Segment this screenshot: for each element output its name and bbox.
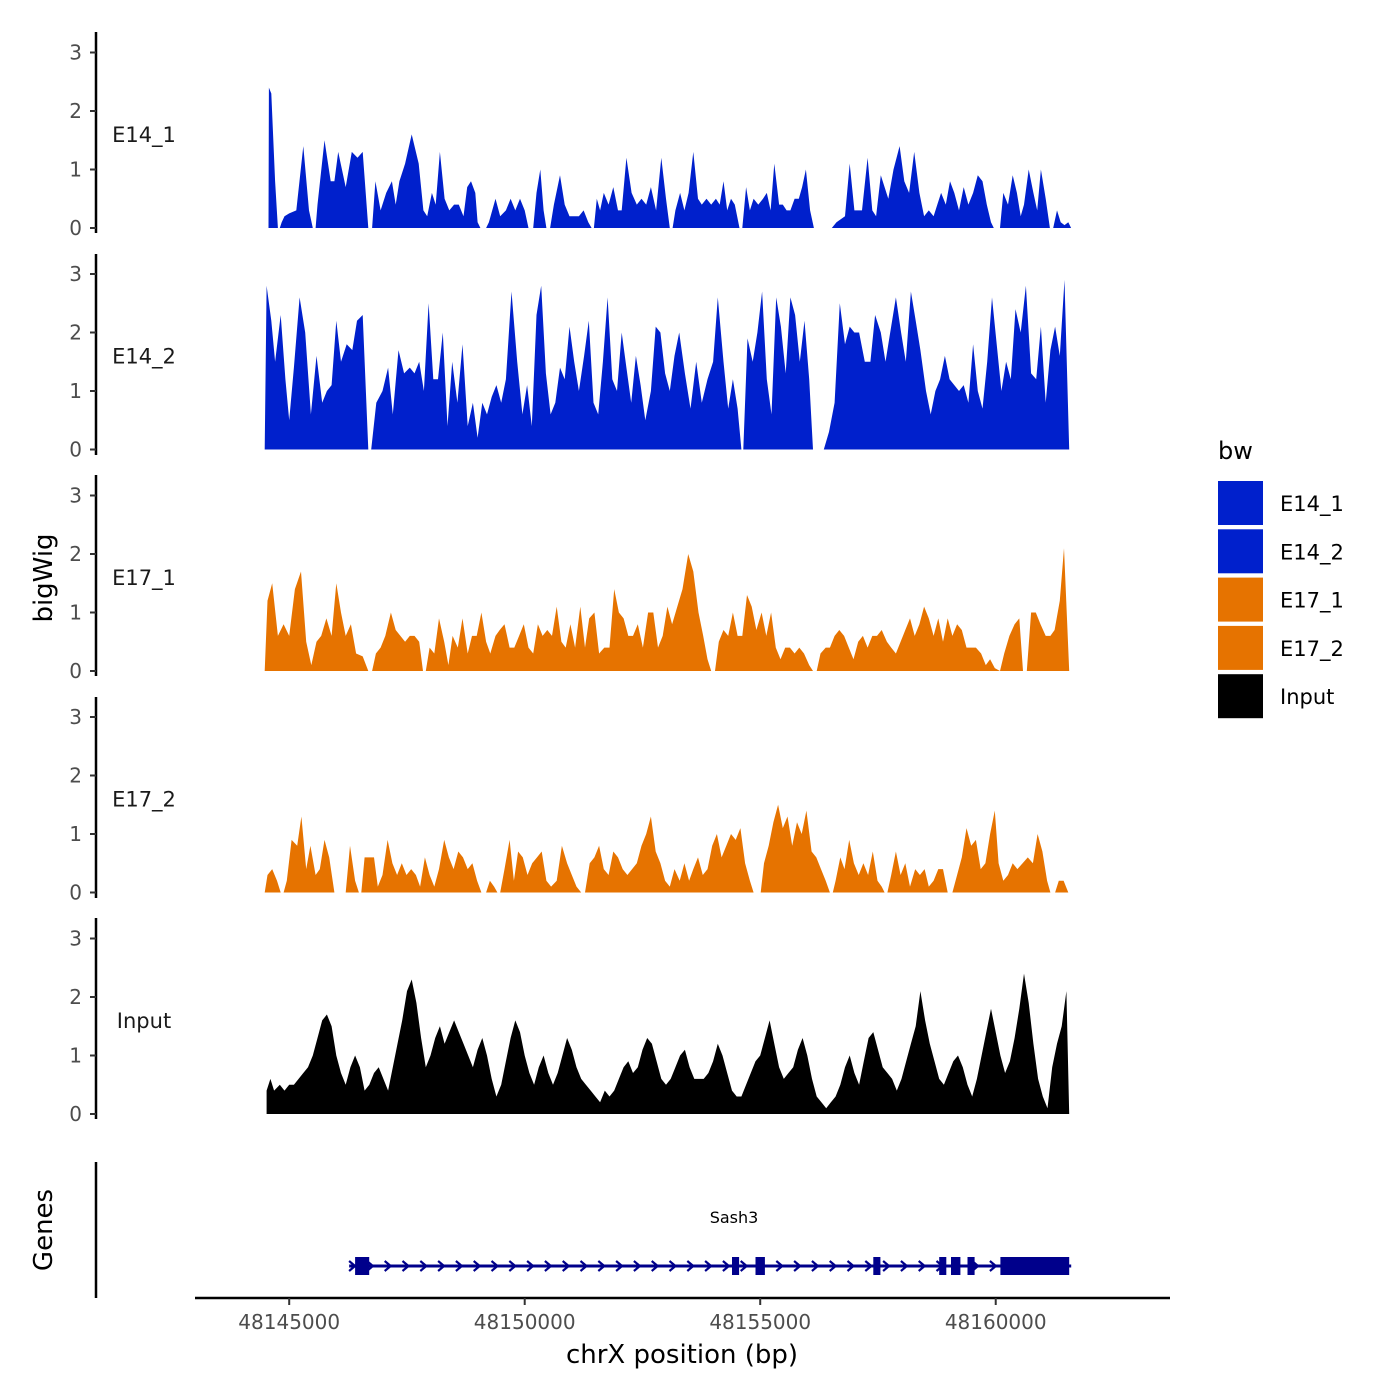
legend-label-E17_2: E17_2 (1280, 637, 1344, 662)
y-tick-label: 0 (69, 216, 82, 240)
x-axis: 48145000 48150000 48155000 48160000 chrX po… (195, 1296, 1170, 1370)
track-label-E17_1: E17_1 (112, 566, 176, 591)
y-tick-label: 3 (69, 262, 82, 286)
x-tick-label: 48160000 (945, 1310, 1047, 1334)
y-tick-label: 2 (69, 542, 82, 566)
gene-exon (951, 1257, 961, 1275)
legend-swatch-E17_2 (1218, 625, 1263, 670)
y-tick-label: 0 (69, 438, 82, 462)
y-tick-label: 0 (69, 659, 82, 683)
genes-track: Genes Sash3 (29, 1162, 1072, 1298)
coverage-area-E17_2 (264, 804, 1069, 893)
track-E14_1: 0 1 2 3 E14_1 (69, 32, 1072, 240)
gene-exon (355, 1257, 370, 1275)
y-tick-label: 1 (69, 601, 82, 625)
x-tick-label: 48155000 (709, 1310, 811, 1334)
legend-label-E17_1: E17_1 (1280, 589, 1344, 614)
strand-arrow (437, 1260, 446, 1272)
gene-exon (873, 1257, 881, 1275)
y-tick-label: 2 (69, 321, 82, 345)
x-axis-title: chrX position (bp) (566, 1340, 798, 1370)
strand-arrow (633, 1260, 642, 1272)
y-axis-title: bigWig (29, 533, 59, 622)
x-tick-label: 48145000 (238, 1310, 340, 1334)
track-label-Input: Input (117, 1009, 171, 1033)
strand-arrow (900, 1260, 909, 1272)
strand-arrow (615, 1260, 624, 1272)
strand-arrow (490, 1260, 500, 1272)
y-tick-label: 3 (69, 484, 82, 508)
y-tick-label: 2 (69, 764, 82, 788)
strand-arrow (686, 1260, 696, 1272)
genes-track-title: Genes (29, 1189, 59, 1271)
coverage-area-Input (266, 973, 1070, 1114)
gene-exon (1000, 1257, 1070, 1275)
legend-swatch-E14_1 (1218, 481, 1263, 525)
gene-exon (755, 1257, 765, 1275)
y-tick-label: 3 (69, 41, 82, 65)
gene-exon (967, 1257, 975, 1275)
strand-arrow (419, 1260, 429, 1272)
legend-swatch-E14_2 (1218, 529, 1263, 574)
strand-arrow (668, 1260, 678, 1272)
strand-arrow (704, 1260, 713, 1272)
strand-arrow (811, 1260, 820, 1272)
coverage-area-E14_1 (268, 87, 1072, 228)
y-tick-label: 1 (69, 1044, 82, 1068)
strand-arrow (846, 1260, 856, 1272)
strand-arrow (455, 1260, 464, 1272)
legend-label-Input: Input (1280, 685, 1334, 709)
gene-exon (732, 1257, 740, 1275)
strand-arrow (526, 1260, 535, 1272)
strand-arrow (579, 1260, 589, 1272)
strand-arrow (472, 1260, 482, 1272)
track-label-E14_2: E14_2 (112, 345, 176, 370)
y-tick-label: 1 (69, 822, 82, 846)
strand-arrow (793, 1260, 802, 1272)
track-Input: 0 1 2 3 Input (69, 918, 1070, 1126)
legend-title: bw (1218, 437, 1253, 465)
strand-arrow (882, 1260, 891, 1272)
y-tick-label: 3 (69, 927, 82, 951)
strand-arrow (561, 1260, 571, 1272)
y-tick-label: 0 (69, 1102, 82, 1126)
strand-arrow (597, 1260, 607, 1272)
strand-arrow (917, 1260, 927, 1272)
strand-arrow (650, 1260, 660, 1272)
strand-arrow (828, 1260, 838, 1272)
y-tick-label: 0 (69, 881, 82, 905)
coverage-area-E17_1 (264, 548, 1070, 671)
y-tick-label: 2 (69, 985, 82, 1009)
track-label-E14_1: E14_1 (112, 123, 176, 148)
coverage-area-E14_2 (264, 279, 1070, 450)
y-tick-label: 2 (69, 99, 82, 123)
y-tick-label: 1 (69, 158, 82, 182)
legend: bw E14_1 E14_2 E17_1 E17_2 Input (1218, 437, 1344, 719)
strand-arrow (508, 1260, 518, 1272)
track-label-E17_2: E17_2 (112, 788, 176, 813)
strand-arrow (401, 1260, 411, 1272)
gene-model-sash3 (348, 1257, 1072, 1275)
gene-exon (939, 1257, 947, 1275)
strand-arrow (739, 1260, 749, 1272)
strand-arrow (383, 1260, 393, 1272)
gene-label: Sash3 (710, 1208, 759, 1227)
strand-arrow (989, 1260, 998, 1272)
strand-arrow (722, 1260, 731, 1272)
y-tick-label: 3 (69, 705, 82, 729)
legend-swatch-E17_1 (1218, 577, 1263, 622)
y-tick-label: 1 (69, 379, 82, 403)
strand-arrow (864, 1260, 874, 1272)
coverage-tracks: 0 1 2 3 E14_1 0 1 2 3 E14_2 0 1 2 3 E17_1 0 1 2 3 E17_2 0 1 2 3… (69, 32, 1072, 1126)
track-E14_2: 0 1 2 3 E14_2 (69, 254, 1070, 462)
legend-swatch-Input (1218, 674, 1263, 719)
legend-label-E14_1: E14_1 (1280, 492, 1344, 517)
strand-arrow (775, 1260, 785, 1272)
track-E17_1: 0 1 2 3 E17_1 (69, 475, 1070, 683)
strand-arrow (544, 1260, 553, 1272)
legend-label-E14_2: E14_2 (1280, 540, 1344, 565)
x-tick-label: 48150000 (474, 1310, 576, 1334)
track-E17_2: 0 1 2 3 E17_2 (69, 697, 1069, 905)
